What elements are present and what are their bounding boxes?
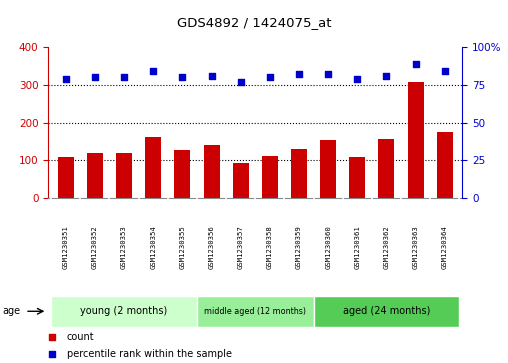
Point	[61, 76, 70, 82]
Point	[120, 74, 128, 80]
Text: middle aged (12 months): middle aged (12 months)	[204, 307, 306, 316]
Text: GSM1230362: GSM1230362	[384, 225, 390, 269]
Bar	[51, 296, 197, 327]
Bar	[378, 139, 395, 198]
Text: percentile rank within the sample: percentile rank within the sample	[67, 349, 232, 359]
Bar	[262, 156, 278, 198]
Point	[295, 72, 303, 77]
Point	[91, 74, 99, 80]
Bar	[350, 157, 365, 198]
Point	[237, 79, 245, 85]
Bar	[87, 152, 103, 198]
Text: GSM1230353: GSM1230353	[121, 225, 127, 269]
Text: GSM1230359: GSM1230359	[296, 225, 302, 269]
Bar	[145, 137, 161, 198]
Point	[411, 61, 420, 67]
Text: GDS4892 / 1424075_at: GDS4892 / 1424075_at	[177, 16, 331, 29]
Text: aged (24 months): aged (24 months)	[343, 306, 430, 316]
Text: GSM1230358: GSM1230358	[267, 225, 273, 269]
Bar	[407, 82, 424, 198]
Point	[441, 68, 449, 74]
Text: GSM1230356: GSM1230356	[209, 225, 214, 269]
Bar	[116, 154, 132, 198]
Text: GSM1230352: GSM1230352	[92, 225, 98, 269]
Point	[324, 72, 332, 77]
Bar	[313, 296, 459, 327]
Text: GSM1230354: GSM1230354	[150, 225, 156, 269]
Text: GSM1230351: GSM1230351	[63, 225, 69, 269]
Point	[383, 73, 391, 79]
Bar	[437, 132, 453, 198]
Point	[178, 74, 186, 80]
Text: GSM1230355: GSM1230355	[179, 225, 185, 269]
Bar	[204, 145, 219, 198]
Bar	[320, 140, 336, 198]
Point	[149, 68, 157, 74]
Point	[266, 74, 274, 80]
Bar	[174, 150, 190, 198]
Text: GSM1230361: GSM1230361	[354, 225, 360, 269]
Bar	[58, 157, 74, 198]
Point	[48, 351, 56, 357]
Point	[353, 76, 361, 82]
Text: GSM1230363: GSM1230363	[412, 225, 419, 269]
Text: GSM1230360: GSM1230360	[325, 225, 331, 269]
Bar	[291, 149, 307, 198]
Point	[48, 334, 56, 340]
Text: count: count	[67, 332, 94, 342]
Text: young (2 months): young (2 months)	[80, 306, 168, 316]
Bar	[233, 163, 249, 198]
Bar	[197, 296, 313, 327]
Text: GSM1230364: GSM1230364	[442, 225, 448, 269]
Point	[207, 73, 215, 79]
Text: age: age	[3, 306, 21, 316]
Text: GSM1230357: GSM1230357	[238, 225, 244, 269]
